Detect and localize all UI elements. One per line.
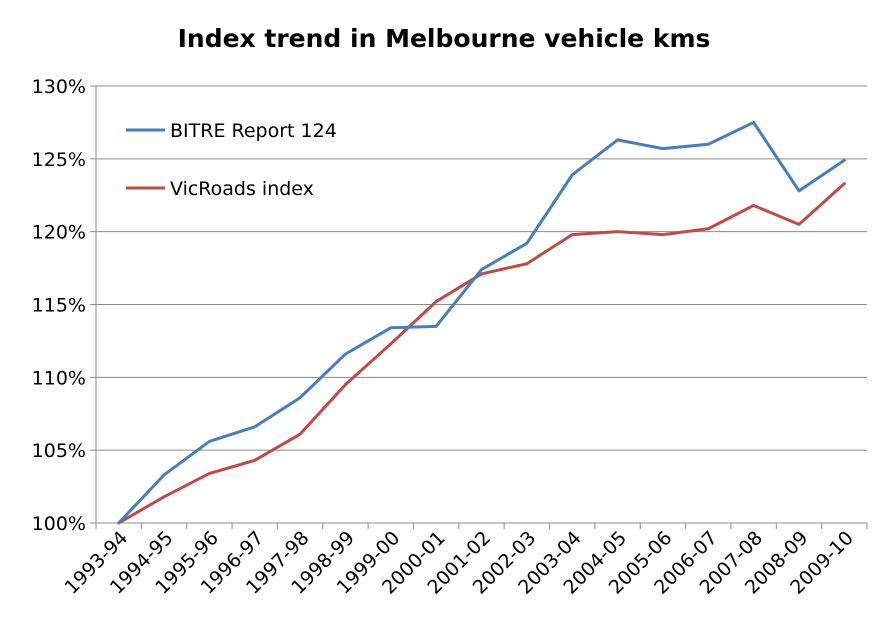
legend-label-vicroads-index: VicRoads index (170, 178, 314, 200)
y-tick-label: 125% (32, 149, 86, 171)
y-axis-tick-labels: 100% 105% 110% 115% 120% 125% 130% (32, 76, 86, 535)
chart-title: Index trend in Melbourne vehicle kms (178, 24, 711, 53)
y-tick-label: 130% (32, 76, 86, 98)
y-tick-label: 120% (32, 222, 86, 244)
legend-label-bitre-report-124: BITRE Report 124 (170, 120, 337, 142)
y-tick-label: 115% (32, 295, 86, 317)
series-line-bitre-report-124 (117, 120, 846, 525)
y-tick-label: 105% (32, 440, 86, 462)
legend: BITRE Report 124 VicRoads index (126, 120, 337, 200)
x-axis-tick-labels: 1993-941994-951995-961996-971997-981998-… (61, 523, 868, 599)
y-tick-label: 100% (32, 513, 86, 535)
series-lines (117, 120, 846, 525)
y-tick-label: 110% (32, 367, 86, 389)
gridlines (90, 85, 867, 524)
series-line-vicroads-index (117, 182, 846, 525)
